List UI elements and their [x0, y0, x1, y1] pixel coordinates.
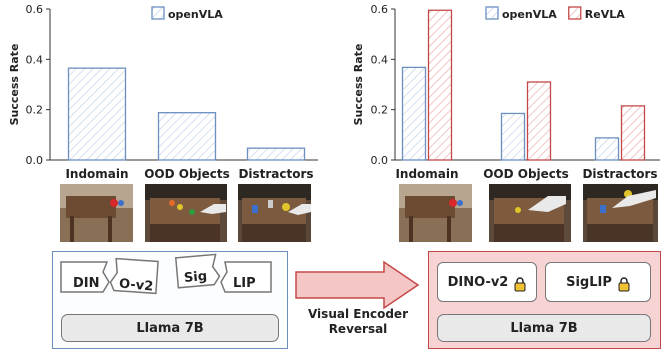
bar-openvla-0 — [67, 67, 127, 161]
scene-thumbnails — [60, 184, 658, 242]
y-tick-label: 0.4 — [371, 53, 389, 66]
lock-icon — [618, 276, 630, 291]
legend-label-openvla: openVLA — [168, 8, 223, 21]
category-label: OOD Objects — [483, 167, 569, 181]
legend-label-revla: ReVLA — [585, 8, 625, 21]
reversal-arrow — [295, 260, 420, 310]
revla-architecture-panel: DINO-v2 SigLIP Llama 7B — [428, 251, 661, 349]
y-axis-label: Success Rate — [8, 44, 21, 126]
y-tick-label: 0.2 — [26, 104, 44, 117]
bar-openvla-1 — [500, 112, 526, 161]
category-label: Distractors — [582, 167, 657, 181]
legend-swatch-revla — [568, 6, 582, 20]
arrow-label-line1: Visual Encoder — [307, 307, 408, 321]
scene-ood-objects-left — [145, 184, 227, 242]
openvla-architecture-panel: DIN O-v2 Sig LIP Llama 7B — [52, 251, 288, 349]
y-tick-label: 0.2 — [371, 104, 389, 117]
arrow-label: Visual Encoder Reversal — [296, 307, 420, 337]
bar-revla-2 — [620, 105, 646, 161]
y-tick-label: 0.0 — [26, 154, 44, 167]
lock-icon — [514, 276, 526, 291]
scene-distractors-right — [583, 184, 658, 242]
legend-swatch-openvla — [485, 6, 499, 20]
scene-indomain-right — [399, 184, 472, 242]
llm-label-right: Llama 7B — [510, 320, 578, 336]
siglip-encoder-label: SigLIP — [566, 274, 612, 290]
llm-block-left: Llama 7B — [61, 314, 279, 342]
siglip-encoder-block: SigLIP — [545, 262, 651, 302]
y-tick-label: 0.6 — [371, 3, 389, 16]
encoder-fragment-sig: Sig — [183, 269, 208, 286]
legend-label-openvla: openVLA — [502, 8, 557, 21]
encoder-fragment-din: DIN — [73, 276, 100, 291]
scene-distractors-left — [238, 184, 311, 242]
y-tick-label: 0.0 — [371, 154, 389, 167]
encoder-fragment-lip: LIP — [233, 276, 256, 291]
scene-ood-objects-right — [489, 184, 571, 242]
category-label: Distractors — [238, 167, 313, 181]
scene-indomain-left — [60, 184, 133, 242]
bar-openvla-0 — [401, 66, 427, 161]
y-tick-label: 0.4 — [26, 53, 44, 66]
bar-openvla-2 — [246, 147, 306, 161]
bar-openvla-2 — [594, 137, 620, 161]
bar-openvla-1 — [157, 112, 217, 161]
y-tick-label: 0.6 — [26, 3, 44, 16]
legend-swatch-openvla — [151, 6, 165, 20]
y-axis-label: Success Rate — [352, 44, 365, 126]
dino-encoder-block: DINO-v2 — [437, 262, 537, 302]
dino-encoder-label: DINO-v2 — [447, 274, 509, 290]
category-label: OOD Objects — [144, 167, 230, 181]
bar-revla-0 — [427, 9, 453, 161]
llm-label-left: Llama 7B — [136, 320, 204, 336]
category-label: Indomain — [65, 167, 128, 181]
encoder-fragment-o-v2: O-v2 — [118, 276, 154, 295]
category-label: Indomain — [395, 167, 458, 181]
bar-revla-1 — [526, 81, 552, 161]
encoder-fragments — [60, 253, 272, 295]
arrow-label-line2: Reversal — [328, 322, 388, 336]
llm-block-right: Llama 7B — [437, 314, 651, 342]
